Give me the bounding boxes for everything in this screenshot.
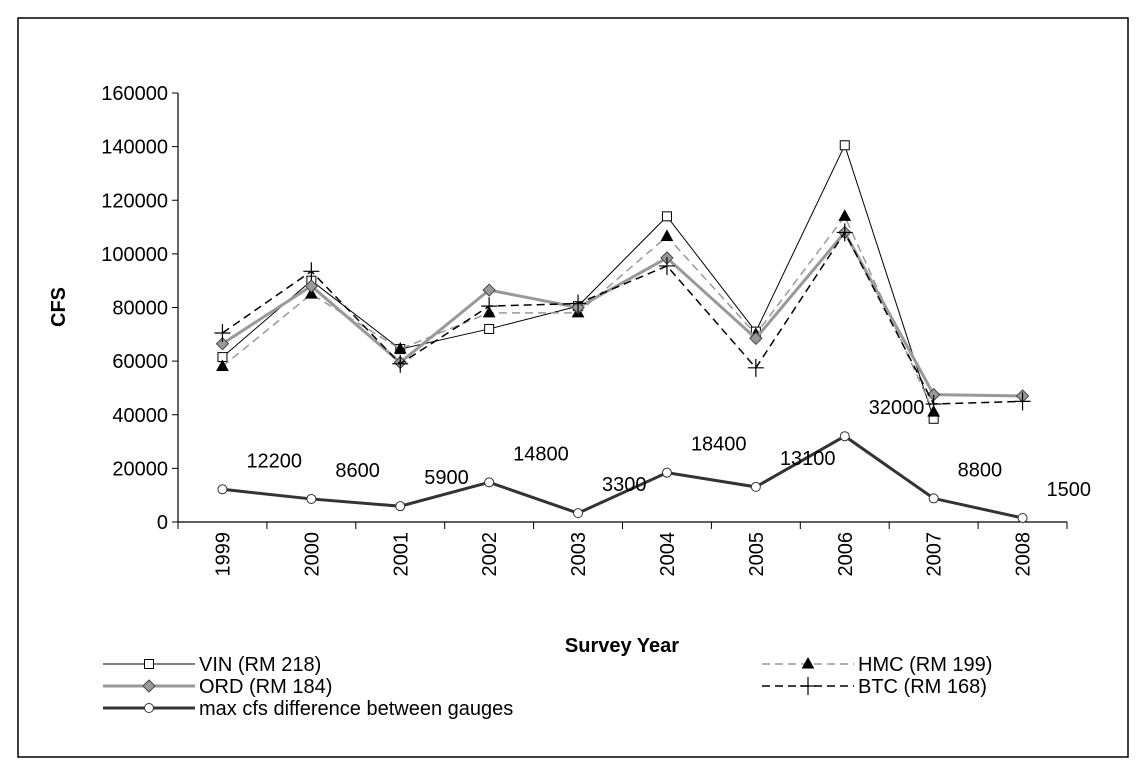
marker (660, 229, 674, 241)
data-label: 13100 (780, 448, 836, 470)
x-tick-label: 2005 (746, 532, 768, 577)
marker (214, 323, 231, 342)
x-tick-label: 2004 (657, 532, 679, 577)
marker (836, 223, 853, 242)
data-label: 32000 (869, 397, 925, 419)
data-label: 3300 (602, 474, 647, 496)
marker (144, 659, 154, 669)
x-tick-label: 2008 (1013, 532, 1035, 577)
series: 12200 8600 5900 14800 3300 18400 13100 32000 880… (217, 397, 1092, 523)
marker (304, 279, 319, 293)
marker (1017, 512, 1028, 523)
series-line (222, 230, 1023, 405)
marker (481, 297, 498, 316)
marker (750, 481, 761, 492)
legend-label: max cfs difference between gauges (199, 698, 513, 720)
marker (305, 287, 318, 299)
x-tick-label: 2007 (924, 532, 946, 577)
y-tick-label: 20000 (112, 458, 168, 480)
marker (661, 467, 672, 478)
x-axis-title: Survey Year (565, 635, 679, 657)
series (214, 223, 1031, 414)
marker (747, 358, 764, 377)
series-line (222, 434, 1023, 520)
x-tick-label: 2000 (301, 532, 323, 577)
x-tick-label: 2003 (568, 532, 590, 577)
marker (661, 211, 672, 222)
data-label: 5900 (424, 467, 469, 489)
series (215, 225, 1030, 403)
y-tick-label: 0 (157, 512, 168, 534)
x-tick-label: 2006 (835, 532, 857, 577)
marker (573, 508, 584, 519)
marker (484, 477, 495, 488)
marker (839, 140, 850, 151)
marker (801, 656, 815, 669)
y-tick-label: 80000 (112, 298, 168, 320)
marker (484, 323, 495, 334)
data-label: 1500 (1047, 479, 1092, 501)
chart-frame (17, 17, 1129, 758)
x-tick-label: 1999 (212, 532, 234, 577)
data-label: 18400 (691, 434, 747, 456)
marker (216, 359, 229, 371)
marker (800, 677, 816, 695)
x-tick-label: 2002 (479, 532, 501, 577)
y-tick-label: 100000 (101, 244, 168, 266)
legend-label: ORD (RM 184) (199, 676, 332, 698)
y-tick-label: 140000 (101, 137, 168, 159)
marker (144, 703, 154, 713)
marker (142, 679, 156, 693)
x-tick-label: 2001 (390, 532, 412, 577)
legend-label: VIN (RM 218) (199, 654, 321, 676)
data-label: 14800 (513, 443, 569, 465)
marker (838, 209, 852, 221)
marker (392, 354, 409, 373)
marker (1014, 392, 1031, 411)
marker (749, 331, 763, 346)
y-tick-label: 60000 (112, 351, 168, 373)
marker (306, 493, 317, 504)
data-label: 8600 (335, 460, 380, 482)
y-tick-label: 160000 (101, 83, 168, 105)
marker (395, 501, 406, 512)
marker (928, 493, 939, 504)
data-label: 12200 (246, 450, 302, 472)
series-line (221, 229, 1023, 398)
marker (215, 336, 230, 351)
y-tick-label: 40000 (112, 405, 168, 427)
marker (839, 431, 850, 442)
marker (303, 262, 320, 281)
marker (570, 294, 587, 313)
marker (658, 256, 675, 275)
legend-label: BTC (RM 168) (858, 676, 987, 698)
marker (925, 395, 942, 414)
y-axis-title: CFS (48, 287, 70, 327)
marker (393, 342, 407, 354)
marker (217, 484, 228, 495)
marker (482, 283, 496, 297)
legend-label: HMC (RM 199) (858, 654, 992, 676)
data-label: 8800 (958, 459, 1003, 481)
y-tick-label: 120000 (101, 190, 168, 212)
